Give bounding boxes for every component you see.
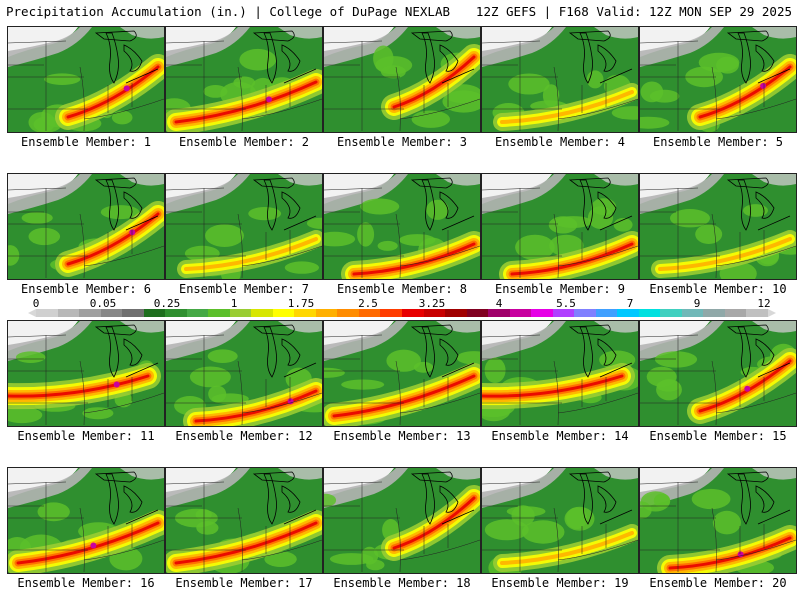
ensemble-member-map [481,26,639,133]
colorbar-swatch [681,309,704,317]
colorbar-tick-label: 0 [32,297,40,310]
colorbar-swatch [186,309,209,317]
colorbar-swatch [445,309,468,317]
colorbar-swatch [660,309,683,317]
ensemble-member-label: Ensemble Member: 2 [178,135,310,149]
ensemble-member-label: Ensemble Member: 15 [649,429,787,443]
colorbar-swatch [100,309,123,317]
ensemble-member-label: Ensemble Member: 12 [175,429,313,443]
colorbar-swatch [251,309,274,317]
colorbar-swatch [574,309,597,317]
ensemble-member-label: Ensemble Member: 1 [20,135,152,149]
ensemble-member-map [481,173,639,280]
chart-title: Precipitation Accumulation (in.) | Colle… [6,4,451,19]
ensemble-member-map [165,173,323,280]
colorbar-tick-label: 2.5 [358,297,378,310]
colorbar-swatch [57,309,80,317]
colorbar-swatch [36,309,59,317]
ensemble-member-map [7,320,165,427]
ensemble-member-label: Ensemble Member: 7 [178,282,310,296]
colorbar-swatch [509,309,532,317]
colorbar-swatch [79,309,102,317]
ensemble-member-label: Ensemble Member: 5 [652,135,784,149]
colorbar-tick-label: 4 [495,297,503,310]
colorbar-swatch [402,309,425,317]
ensemble-member-map [323,26,481,133]
colorbar-swatch [337,309,360,317]
ensemble-member-map [639,320,797,427]
colorbar-tick-label: 5.5 [556,297,576,310]
colorbar-tick-label: 3.25 [418,297,446,310]
ensemble-member-map [165,467,323,574]
colorbar-swatch [617,309,640,317]
colorbar-swatch [143,309,166,317]
ensemble-member-map [481,320,639,427]
ensemble-member-map [165,26,323,133]
ensemble-member-map [165,320,323,427]
ensemble-member-map [639,467,797,574]
colorbar-swatch [724,309,747,317]
colorbar-swatch [294,309,317,317]
colorbar-swatch [595,309,618,317]
ensemble-member-label: Ensemble Member: 8 [336,282,468,296]
colorbar-swatch [315,309,338,317]
ensemble-member-label: Ensemble Member: 11 [17,429,155,443]
colorbar-tick-label: 9 [693,297,701,310]
ensemble-member-map [7,173,165,280]
colorbar-swatch [165,309,188,317]
colorbar-swatch [229,309,252,317]
ensemble-member-map [7,26,165,133]
colorbar-tick-label: 0.05 [89,297,117,310]
ensemble-member-label: Ensemble Member: 9 [494,282,626,296]
colorbar-swatch [208,309,231,317]
ensemble-member-label: Ensemble Member: 20 [649,576,787,590]
colorbar-swatch [746,309,769,317]
colorbar-swatch [488,309,511,317]
ensemble-member-map [323,467,481,574]
ensemble-member-label: Ensemble Member: 19 [491,576,629,590]
ensemble-member-map [639,173,797,280]
colorbar-swatch [531,309,554,317]
colorbar-swatch [466,309,489,317]
colorbar-tick-label: 1.75 [287,297,315,310]
colorbar-tick-label: 1 [230,297,238,310]
colorbar-swatch [552,309,575,317]
colorbar-tick-label: 12 [757,297,771,310]
ensemble-member-label: Ensemble Member: 17 [175,576,313,590]
precipitation-colorbar [36,309,769,317]
colorbar-swatch [272,309,295,317]
ensemble-member-map [7,467,165,574]
ensemble-member-map [639,26,797,133]
colorbar-swatch [703,309,726,317]
colorbar-swatch [358,309,381,317]
colorbar-swatch [380,309,403,317]
colorbar-tick-label: 7 [626,297,634,310]
ensemble-member-label: Ensemble Member: 14 [491,429,629,443]
ensemble-member-label: Ensemble Member: 3 [336,135,468,149]
ensemble-member-label: Ensemble Member: 6 [20,282,152,296]
model-run-info: 12Z GEFS | F168 Valid: 12Z MON SEP 29 20… [475,4,792,19]
ensemble-member-label: Ensemble Member: 18 [333,576,471,590]
colorbar-swatch [638,309,661,317]
ensemble-member-label: Ensemble Member: 16 [17,576,155,590]
ensemble-member-map [323,320,481,427]
colorbar-swatch [122,309,145,317]
colorbar-tick-label: 0.25 [153,297,181,310]
ensemble-member-label: Ensemble Member: 13 [333,429,471,443]
colorbar-left-arrow [28,309,36,317]
colorbar-swatch [423,309,446,317]
ensemble-member-map [323,173,481,280]
ensemble-member-label: Ensemble Member: 4 [494,135,626,149]
colorbar-right-arrow [768,309,776,317]
ensemble-member-label: Ensemble Member: 10 [649,282,787,296]
ensemble-member-map [481,467,639,574]
